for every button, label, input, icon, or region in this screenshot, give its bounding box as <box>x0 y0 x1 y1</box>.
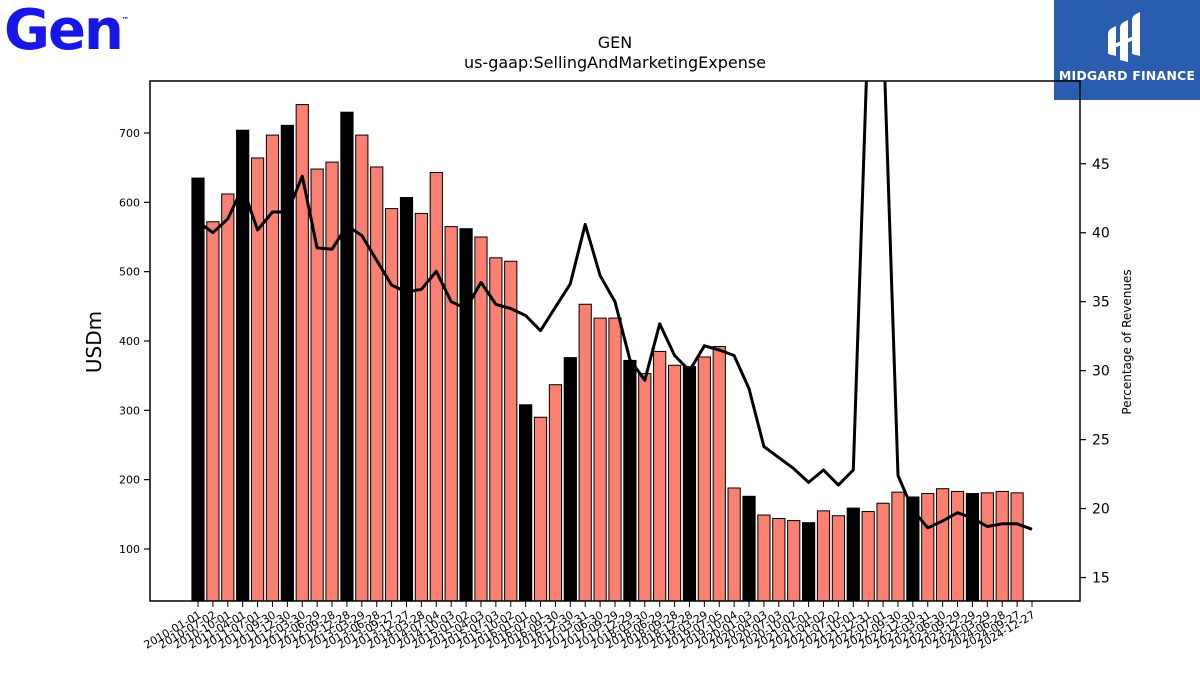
bar-2015-07-03 <box>489 257 503 602</box>
bar-2023-09-29 <box>950 490 965 602</box>
bar-2013-03-29 <box>355 134 369 602</box>
bar-2017-12-29 <box>623 359 637 602</box>
bar-2012-12-28 <box>340 111 354 602</box>
y2-tick-label: 20 <box>1092 502 1110 518</box>
bar-2023-03-31 <box>921 493 935 602</box>
y2-axis-label: Percentage of Revenues <box>1120 269 1134 414</box>
bar-2016-12-30 <box>563 357 577 602</box>
gen-logo-tm: ™ <box>121 16 129 24</box>
y-tick-label: 100 <box>119 543 140 556</box>
y2-tick-label: 25 <box>1092 433 1110 449</box>
bar-2020-07-03 <box>772 517 786 602</box>
bar-2010-07-02 <box>206 221 220 602</box>
bar-2023-06-30 <box>936 488 950 602</box>
bar-2014-07-04 <box>429 172 443 602</box>
gen-logo-text: Gen <box>4 0 124 63</box>
bar-2018-09-28 <box>667 364 682 602</box>
y2-tick-label: 35 <box>1092 295 1110 311</box>
y-axis-label: USDm <box>82 311 106 373</box>
bar-2021-04-02 <box>816 510 831 602</box>
y2-tick-label: 30 <box>1092 364 1110 380</box>
bar-2016-07-01 <box>533 416 548 602</box>
bar-2016-01-01 <box>519 404 533 602</box>
bars-group <box>191 104 1024 602</box>
chart-title: GEN <box>598 33 632 52</box>
midgard-brand-name: MIDGARD FINANCE <box>1058 68 1196 83</box>
bar-2011-12-30 <box>280 124 294 602</box>
x-axis: 2010-01-012010-07-022010-10-012011-04-01… <box>142 601 1038 652</box>
y-tick-label: 300 <box>119 404 140 417</box>
bar-2017-06-30 <box>593 317 607 602</box>
midgard-finance-logo: MIDGARD FINANCE <box>1054 0 1200 100</box>
bar-2021-10-01 <box>846 507 860 602</box>
bar-2019-10-04 <box>727 487 741 602</box>
bar-2020-01-03 <box>742 495 756 602</box>
bar-2021-07-02 <box>831 515 845 602</box>
midgard-mark-icon <box>1108 12 1140 62</box>
y-tick-label: 600 <box>119 196 140 209</box>
y-axis-right: 15 20 25 30 35 40 45 <box>1080 157 1110 587</box>
bar-2011-09-30 <box>265 134 280 602</box>
bar-2012-09-28 <box>325 161 339 602</box>
y2-tick-label: 15 <box>1092 571 1110 587</box>
bar-2015-01-02 <box>459 228 473 602</box>
bar-2010-10-01 <box>221 193 235 602</box>
bar-2017-09-29 <box>608 317 622 602</box>
bar-2023-12-29 <box>965 493 980 602</box>
y-tick-label: 700 <box>119 127 140 140</box>
bar-2022-12-30 <box>906 496 920 602</box>
y-tick-label: 500 <box>119 266 140 279</box>
bar-2022-07-01 <box>876 502 890 602</box>
bar-2024-06-28 <box>995 490 1009 602</box>
y-axis-left: 100 200 300 400 500 600 700 <box>119 127 150 556</box>
bar-2019-03-29 <box>697 356 711 602</box>
bar-2020-10-02 <box>787 520 801 602</box>
y-tick-label: 200 <box>119 474 140 487</box>
bar-2014-03-28 <box>414 212 428 602</box>
bar-2019-07-05 <box>712 346 726 602</box>
chart-subtitle: us-gaap:SellingAndMarketingExpense <box>464 53 766 72</box>
bar-2014-10-03 <box>444 226 458 602</box>
line-group <box>197 81 1033 531</box>
bar-2018-03-30 <box>638 373 652 602</box>
y2-tick-label: 45 <box>1092 157 1110 173</box>
y2-tick-label: 40 <box>1092 226 1110 242</box>
bar-2015-10-02 <box>504 260 518 602</box>
bar-2018-12-28 <box>682 366 697 602</box>
bar-2010-01-01 <box>191 177 205 602</box>
bar-2020-04-03 <box>757 514 771 602</box>
bar-2016-09-30 <box>548 384 563 602</box>
y-tick-label: 400 <box>119 335 140 348</box>
bar-2013-12-27 <box>399 196 414 602</box>
percentage-line <box>197 81 1033 531</box>
bar-2013-06-28 <box>370 166 384 602</box>
bar-2024-03-29 <box>980 492 994 602</box>
bar-2017-03-31 <box>578 303 592 602</box>
bar-2018-06-29 <box>653 350 667 602</box>
bar-2021-01-01 <box>802 522 816 602</box>
bar-2021-12-31 <box>861 511 875 602</box>
bar-2013-09-27 <box>385 208 399 602</box>
bar-2022-09-30 <box>891 491 905 602</box>
gen-logo: Gen™ <box>4 0 129 63</box>
bar-2024-09-27 <box>1010 492 1024 602</box>
